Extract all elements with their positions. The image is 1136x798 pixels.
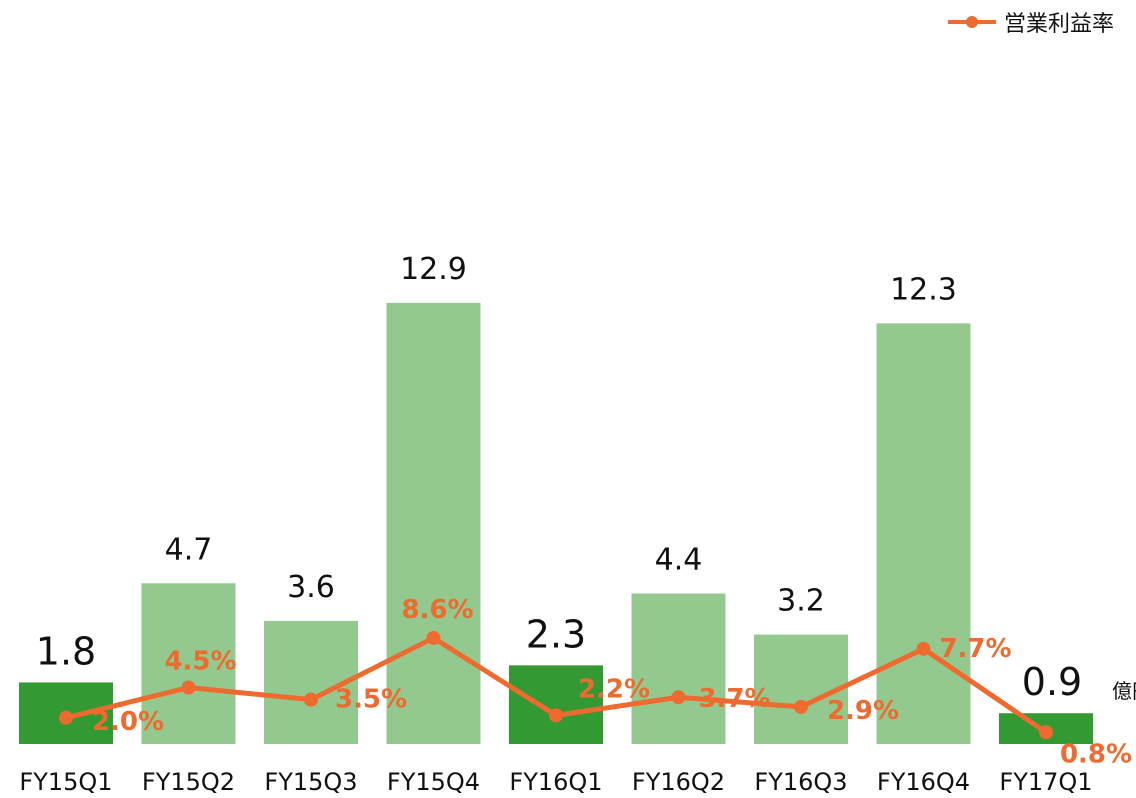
bar-FY15Q2 [141,583,236,744]
bar-value-label-FY16Q1: 2.3 [526,612,586,656]
legend-line-marker-icon [947,16,996,28]
x-tick-label-FY16Q3: FY16Q3 [754,768,847,796]
x-tick-label-FY16Q1: FY16Q1 [509,768,602,796]
line-point-FY15Q4 [426,630,441,645]
bar-value-label-FY15Q1: 1.8 [36,629,96,673]
line-value-label-FY16Q4: 7.7% [939,634,1011,664]
line-point-FY15Q2 [181,680,196,695]
bar-value-label-FY15Q3: 3.6 [287,570,335,605]
line-value-label-FY16Q3: 2.9% [827,696,899,726]
x-tick-label-FY16Q4: FY16Q4 [877,768,970,796]
bar-value-label-FY16Q3: 3.2 [777,584,825,619]
line-value-label-FY15Q3: 3.5% [335,685,407,715]
line-point-FY16Q1 [549,708,563,723]
bar-FY15Q4 [386,302,481,744]
bar-FY16Q3 [754,634,848,744]
line-point-FY16Q3 [794,699,808,714]
unit-label: 億円 [1112,679,1136,703]
line-point-FY15Q3 [304,692,318,707]
line-value-label-FY15Q4: 8.6% [401,595,473,625]
x-tick-label-FY15Q3: FY15Q3 [264,768,357,796]
line-value-label-FY15Q2: 4.5% [164,647,236,677]
bar-FY16Q4 [876,323,971,744]
line-point-FY17Q1 [1039,725,1053,740]
line-value-label-FY16Q1: 2.2% [578,674,650,704]
legend-label: 営業利益率 [1003,12,1114,37]
x-tick-label-FY15Q1: FY15Q1 [19,768,112,796]
bar-FY16Q2 [631,593,726,744]
legend: 営業利益率 [946,6,1114,38]
line-value-label-FY15Q1: 2.0% [92,707,164,737]
line-point-FY15Q1 [59,710,73,725]
bar-value-label-FY15Q2: 4.7 [165,532,213,567]
line-value-label-FY17Q1: 0.8% [1060,739,1132,769]
x-tick-label-FY16Q2: FY16Q2 [632,768,725,796]
bar-value-label-FY15Q4: 12.9 [400,252,467,287]
x-tick-label-FY15Q4: FY15Q4 [387,768,480,796]
bar-value-label-FY16Q2: 4.4 [655,543,703,578]
line-point-FY16Q4 [916,641,931,656]
x-tick-label-FY15Q2: FY15Q2 [142,768,235,796]
bar-value-label-FY16Q4: 12.3 [890,272,957,307]
bar-value-label-FY17Q1: 0.9 [1022,660,1082,704]
x-tick-label-FY17Q1: FY17Q1 [999,768,1092,796]
line-value-label-FY16Q2: 3.7% [698,684,770,714]
line-point-FY16Q2 [671,690,686,705]
bar-FY16Q1 [509,665,603,744]
